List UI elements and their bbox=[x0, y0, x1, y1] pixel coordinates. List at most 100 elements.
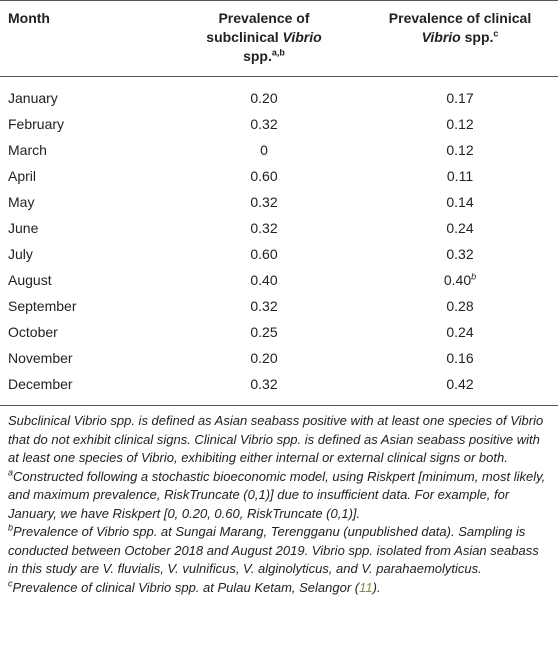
header-text: Prevalence of subclinical Vibrio spp.a,b bbox=[189, 9, 339, 66]
table-cell: 0.32 bbox=[166, 293, 362, 319]
table-cell: 0.32 bbox=[166, 371, 362, 406]
table-cell: 0.28 bbox=[362, 293, 558, 319]
table-body: January 0.20 0.17 February 0.32 0.12 March 0 0.1… bbox=[0, 77, 558, 406]
cell-text: 0.32 bbox=[250, 376, 278, 392]
table-row: January 0.20 0.17 bbox=[0, 77, 558, 112]
table-row: November 0.20 0.16 bbox=[0, 345, 558, 371]
cell-text: December bbox=[8, 376, 73, 392]
table-header: Month Prevalence of subclinical Vibrio sp… bbox=[0, 0, 558, 77]
table-cell: May bbox=[0, 189, 166, 215]
cell-text: 0.25 bbox=[250, 324, 278, 340]
cell-text: 0.32 bbox=[250, 194, 278, 210]
header-part: Prevalence of clinical bbox=[388, 10, 532, 26]
footnote: Subclinical Vibrio spp. is defined as As… bbox=[8, 412, 550, 468]
table-row: May 0.32 0.14 bbox=[0, 189, 558, 215]
footnote-marker: a bbox=[8, 467, 14, 478]
cell-text: 0 bbox=[260, 142, 268, 158]
cell-text: 0.28 bbox=[446, 298, 474, 314]
header-part: Vibrio bbox=[282, 29, 322, 45]
cell-text: 0.17 bbox=[446, 90, 474, 106]
cell-text: 0.40 bbox=[250, 272, 278, 288]
header-cell: Month bbox=[0, 0, 166, 77]
table-cell: 0.32 bbox=[166, 215, 362, 241]
page: Month Prevalence of subclinical Vibrio sp… bbox=[0, 0, 558, 597]
cell-text: 0.24 bbox=[446, 324, 474, 340]
superscript: a,b bbox=[271, 47, 285, 58]
table-cell: December bbox=[0, 371, 166, 406]
table-cell: 0.40 bbox=[166, 267, 362, 293]
table-cell: 0.25 bbox=[166, 319, 362, 345]
table-cell: June bbox=[0, 215, 166, 241]
cell-text: May bbox=[8, 194, 35, 210]
cell-text: 0.12 bbox=[446, 142, 474, 158]
table-cell: 0.11 bbox=[362, 163, 558, 189]
cell-text: February bbox=[8, 116, 65, 132]
table-cell: July bbox=[0, 241, 166, 267]
cell-text: October bbox=[8, 324, 58, 340]
cell-text: 0.20 bbox=[250, 350, 278, 366]
header-cell: Prevalence of subclinical Vibrio spp.a,b bbox=[166, 0, 362, 77]
cell-text: November bbox=[8, 350, 73, 366]
table-cell: 0.16 bbox=[362, 345, 558, 371]
table-row: February 0.32 0.12 bbox=[0, 111, 558, 137]
cell-text: January bbox=[8, 90, 58, 106]
cell-text: 0.14 bbox=[446, 194, 474, 210]
header-row: Month Prevalence of subclinical Vibrio sp… bbox=[0, 0, 558, 77]
cell-text: September bbox=[8, 298, 77, 314]
cell-text: 0.60 bbox=[250, 168, 278, 184]
header-text: Prevalence of clinical Vibrio spp.c bbox=[385, 9, 535, 47]
table-cell: January bbox=[0, 77, 166, 112]
footnote: cPrevalence of clinical Vibrio spp. at P… bbox=[8, 579, 550, 598]
table-cell: 0.20 bbox=[166, 77, 362, 112]
table-cell: 0.24 bbox=[362, 319, 558, 345]
footnote: bPrevalence of Vibrio spp. at Sungai Mar… bbox=[8, 523, 550, 579]
header-part: spp. bbox=[460, 29, 494, 45]
table-cell: 0.32 bbox=[362, 241, 558, 267]
footnote-text: Subclinical Vibrio spp. is defined as As… bbox=[8, 413, 544, 465]
footnote-text: Prevalence of Vibrio spp. at Sungai Mara… bbox=[8, 524, 539, 576]
table-cell: April bbox=[0, 163, 166, 189]
table-row: March 0 0.12 bbox=[0, 137, 558, 163]
table-cell: 0.20 bbox=[166, 345, 362, 371]
table-cell: 0.40b bbox=[362, 267, 558, 293]
table-row: December 0.32 0.42 bbox=[0, 371, 558, 406]
table-cell: 0.24 bbox=[362, 215, 558, 241]
table-row: June 0.32 0.24 bbox=[0, 215, 558, 241]
table-row: August 0.40 0.40b bbox=[0, 267, 558, 293]
table-cell: 0.14 bbox=[362, 189, 558, 215]
cell-text: 0.12 bbox=[446, 116, 474, 132]
table-cell: 0.32 bbox=[166, 189, 362, 215]
cell-text: 0.20 bbox=[250, 90, 278, 106]
cell-text: March bbox=[8, 142, 47, 158]
cell-text: 0.32 bbox=[250, 116, 278, 132]
header-part: Vibrio bbox=[421, 29, 461, 45]
cell-text: 0.32 bbox=[446, 246, 474, 262]
table-row: July 0.60 0.32 bbox=[0, 241, 558, 267]
cell-text: August bbox=[8, 272, 52, 288]
cell-text: 0.32 bbox=[250, 298, 278, 314]
header-cell: Prevalence of clinical Vibrio spp.c bbox=[362, 0, 558, 77]
cell-text: June bbox=[8, 220, 39, 236]
table-cell: March bbox=[0, 137, 166, 163]
table-cell: 0 bbox=[166, 137, 362, 163]
table-cell: February bbox=[0, 111, 166, 137]
header-part: spp. bbox=[243, 48, 272, 64]
header-text: Month bbox=[8, 9, 158, 28]
table-row: October 0.25 0.24 bbox=[0, 319, 558, 345]
table-cell: October bbox=[0, 319, 166, 345]
cell-text: 0.24 bbox=[446, 220, 474, 236]
data-table: Month Prevalence of subclinical Vibrio sp… bbox=[0, 0, 558, 406]
footnote-text: Constructed following a stochastic bioec… bbox=[8, 468, 546, 521]
table-cell: 0.12 bbox=[362, 137, 558, 163]
cell-text: 0.40 bbox=[443, 272, 472, 288]
cell-text: 0.42 bbox=[446, 376, 474, 392]
header-part: Month bbox=[8, 10, 50, 26]
footnote-marker: c bbox=[8, 578, 13, 589]
table-row: April 0.60 0.11 bbox=[0, 163, 558, 189]
footnote-text: Prevalence of clinical Vibrio spp. at Pu… bbox=[12, 579, 360, 595]
table-cell: 0.42 bbox=[362, 371, 558, 406]
cell-text: 0.11 bbox=[446, 168, 474, 184]
cell-text: April bbox=[8, 168, 37, 184]
footnotes: Subclinical Vibrio spp. is defined as As… bbox=[0, 406, 558, 597]
table-row: September 0.32 0.28 bbox=[0, 293, 558, 319]
